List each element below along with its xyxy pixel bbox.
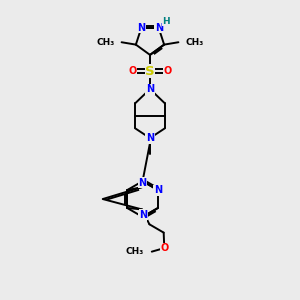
Text: N: N [155,23,163,33]
Text: N: N [154,185,162,195]
Text: S: S [145,65,155,78]
Text: CH₃: CH₃ [96,38,115,47]
Text: N: N [139,212,147,222]
Text: O: O [128,66,136,76]
Text: N: N [137,23,145,33]
Text: O: O [160,243,168,253]
Text: H: H [162,17,170,26]
Text: CH₃: CH₃ [185,38,204,47]
Text: N: N [146,84,154,94]
Text: N: N [140,210,148,220]
Text: O: O [164,66,172,76]
Text: N: N [146,133,154,143]
Text: CH₃: CH₃ [125,247,143,256]
Text: N: N [139,178,147,188]
